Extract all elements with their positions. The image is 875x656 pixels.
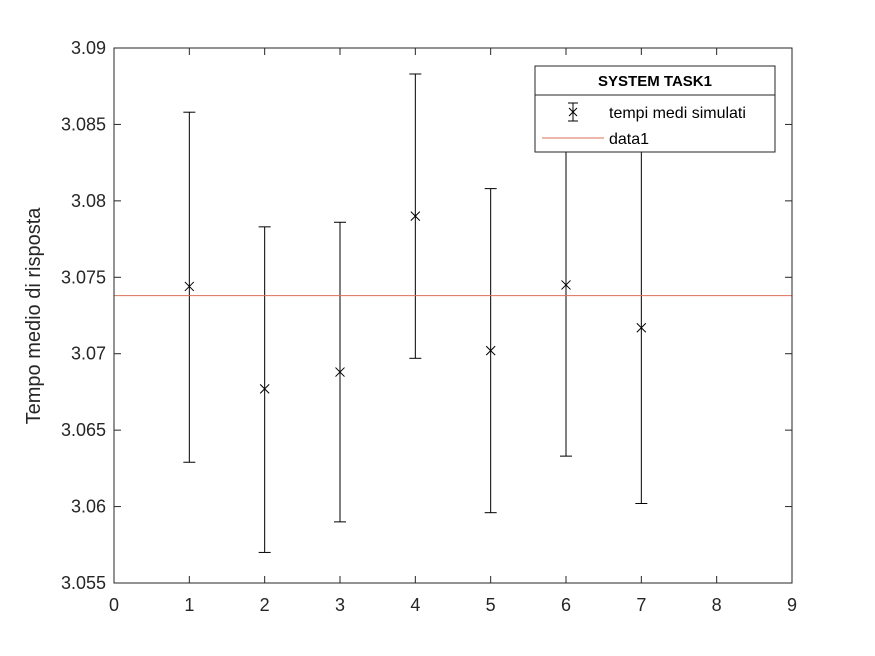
x-marker xyxy=(485,345,496,356)
y-tick-label: 3.065 xyxy=(61,420,106,440)
x-marker xyxy=(410,211,421,221)
errorbar-point xyxy=(183,111,196,463)
x-tick-label: 2 xyxy=(260,595,270,615)
y-tick-label: 3.06 xyxy=(71,497,106,517)
errorbar-point xyxy=(334,221,346,523)
x-tick-label: 8 xyxy=(712,595,722,615)
legend-label-series1: tempi medi simulati xyxy=(609,105,746,122)
legend-title: SYSTEM TASK1 xyxy=(598,73,712,90)
legend[interactable]: SYSTEM TASK1 tempi medi simulati data1 xyxy=(534,65,776,153)
axes-frame xyxy=(113,47,793,584)
y-tick-label: 3.07 xyxy=(71,344,106,364)
data-layer xyxy=(114,73,792,553)
x-tick-label: 5 xyxy=(486,595,496,615)
y-tick-label: 3.085 xyxy=(61,114,106,134)
x-marker xyxy=(335,367,345,377)
x-tick-label: 6 xyxy=(561,595,571,615)
x-marker xyxy=(636,322,647,333)
errorbar-point xyxy=(258,226,271,553)
y-tick-label: 3.055 xyxy=(61,573,106,593)
errorbar-point xyxy=(484,188,497,514)
y-tick-label: 3.08 xyxy=(71,191,106,211)
x-tick-label: 3 xyxy=(335,595,345,615)
errorbar-point xyxy=(409,73,422,359)
legend-x-marker-icon xyxy=(568,107,578,117)
y-tick-label: 3.09 xyxy=(71,38,106,58)
y-tick-label: 3.075 xyxy=(61,267,106,287)
x-tick-labels: 0 1 2 3 4 5 6 7 8 9 xyxy=(109,595,797,615)
x-tick-label: 4 xyxy=(410,595,420,615)
y-axis-label: Tempo medio di risposta xyxy=(23,207,45,425)
x-marker xyxy=(259,384,270,394)
legend-label-series2: data1 xyxy=(609,131,649,148)
legend-entry-line: data1 xyxy=(542,131,649,148)
x-tick-label: 7 xyxy=(636,595,646,615)
y-tick-labels: 3.055 3.06 3.065 3.07 3.075 3.08 3.085 3.09 xyxy=(61,38,106,593)
x-tick-label: 9 xyxy=(787,595,797,615)
x-tick-label: 0 xyxy=(109,595,119,615)
x-marker xyxy=(561,280,571,290)
x-marker xyxy=(184,281,195,292)
x-tick-label: 1 xyxy=(184,595,194,615)
legend-entry-errorbar: tempi medi simulati xyxy=(568,102,746,122)
